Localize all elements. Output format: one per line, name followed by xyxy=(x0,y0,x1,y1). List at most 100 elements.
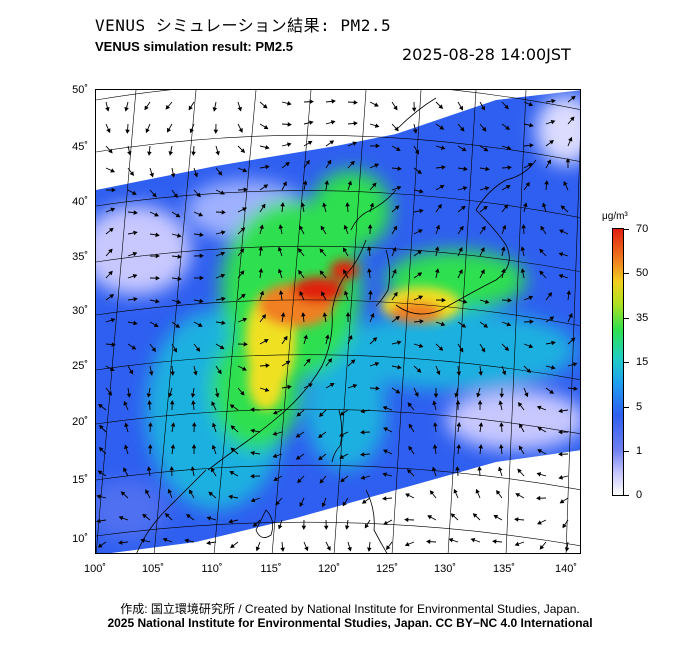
wind-arrow-head xyxy=(133,210,138,215)
title-english: VENUS simulation result: PM2.5 xyxy=(95,39,293,54)
wind-arrows xyxy=(96,95,578,552)
field-red-shanghai xyxy=(292,277,344,303)
lon-label-100: 100˚ xyxy=(83,563,107,575)
wind-arrow-head xyxy=(273,476,279,481)
wind-arrow-head xyxy=(255,546,261,552)
wind-arrow-head xyxy=(198,212,204,217)
wind-arrow-head xyxy=(343,269,348,275)
wind-arrow-head xyxy=(558,451,563,457)
wind-arrow-head xyxy=(309,120,314,125)
wind-arrow-head xyxy=(417,272,423,277)
wind-arrow-head xyxy=(211,444,217,450)
wind-arrow-head xyxy=(347,180,352,186)
wind-arrow-head xyxy=(110,318,116,323)
wind-arrow-head xyxy=(239,248,245,253)
wind-arrow-head xyxy=(272,431,278,436)
wind-arrow-head xyxy=(277,246,283,252)
wind-arrow-head xyxy=(299,291,304,296)
wind-arrow-head xyxy=(348,334,353,340)
lon-label-125: 125˚ xyxy=(375,563,399,575)
wind-arrow-head xyxy=(191,422,197,427)
wind-arrow-head xyxy=(485,166,490,172)
wind-arrow-head xyxy=(98,403,103,409)
wind-arrow-head xyxy=(221,210,226,215)
wind-arrow-head xyxy=(461,147,467,152)
wind-arrow-head xyxy=(350,359,356,364)
wind-arrow-head xyxy=(520,268,526,273)
wind-arrow-head xyxy=(455,466,460,471)
wind-arrow-head xyxy=(484,186,490,191)
wind-arrow-head xyxy=(199,275,204,281)
wind-arrow-head xyxy=(441,165,446,170)
wind-arrow-head xyxy=(374,123,380,128)
wind-arrow-head xyxy=(394,205,400,210)
wind-arrow-head xyxy=(170,173,176,178)
field-cyan-ocean xyxy=(336,310,576,390)
wind-arrow-head xyxy=(125,129,130,134)
wind-arrow-head xyxy=(456,444,461,449)
wind-arrow-head xyxy=(372,337,378,342)
wind-arrow-head xyxy=(438,346,444,351)
wind-arrow-head xyxy=(435,224,441,230)
wind-arrow-head xyxy=(342,501,347,507)
wind-arrow-head xyxy=(105,107,110,112)
wind-arrow-head xyxy=(229,471,235,476)
wind-arrow-head xyxy=(393,291,398,297)
wind-arrow-head xyxy=(461,323,467,328)
wind-arrow-head xyxy=(550,119,556,125)
wind-arrow-head xyxy=(168,151,174,156)
wind-arrow-head xyxy=(353,121,358,126)
wind-arrow-head xyxy=(369,202,374,208)
wind-arrow-head xyxy=(297,478,302,484)
wind-arrow-head xyxy=(506,321,512,327)
wind-arrow-head xyxy=(243,187,248,192)
wind-arrow-head xyxy=(367,268,372,273)
wind-arrow-head xyxy=(407,402,413,408)
wind-arrow-head xyxy=(228,494,233,500)
wind-arrow-head xyxy=(418,229,423,234)
wind-arrow-head xyxy=(419,319,424,324)
wind-arrow-head xyxy=(414,149,419,155)
wind-arrow-head xyxy=(285,162,290,167)
lat-label-50: 50˚ xyxy=(72,84,88,96)
wind-arrow-head xyxy=(304,546,309,552)
wind-arrow-head xyxy=(149,172,154,178)
wind-arrow-head xyxy=(558,429,563,435)
wind-arrow-head xyxy=(408,445,413,451)
wind-arrow-head xyxy=(539,270,544,276)
wind-arrow-head xyxy=(383,427,388,432)
wind-arrow-head xyxy=(272,453,278,458)
wind-arrow-head xyxy=(147,400,152,405)
wind-arrow-head xyxy=(129,369,134,375)
wind-arrow-head xyxy=(461,205,466,211)
wind-arrow-head xyxy=(395,389,401,394)
wind-arrow-head xyxy=(242,366,247,371)
wind-arrow-head xyxy=(352,141,358,146)
wind-arrow-head xyxy=(525,181,530,187)
lat-label-10: 10˚ xyxy=(72,533,88,545)
wind-arrow-head xyxy=(521,224,526,229)
wind-arrow-head xyxy=(120,491,126,496)
wind-arrow-head xyxy=(458,269,463,274)
wind-arrow-head xyxy=(242,317,248,323)
wind-arrow-head xyxy=(551,365,556,370)
wind-arrow-head xyxy=(412,129,418,134)
wind-arrow-head xyxy=(441,297,446,303)
wind-arrow-head xyxy=(361,499,367,504)
wind-arrow-head xyxy=(131,345,137,350)
field-southwest xyxy=(96,480,166,540)
wind-arrow-head xyxy=(237,106,242,112)
lon-label-130: 130˚ xyxy=(433,563,457,575)
wind-arrow-head xyxy=(350,160,355,166)
wind-arrow-head xyxy=(344,290,349,296)
wind-arrow-head xyxy=(517,468,522,474)
colorbar-label-70: 70 xyxy=(636,223,649,235)
wind-arrow-head xyxy=(285,360,291,365)
wind-arrow-head xyxy=(397,166,402,171)
wind-arrow-head xyxy=(558,408,563,414)
wind-arrow-head xyxy=(386,545,391,550)
wind-arrow-head xyxy=(173,193,178,199)
wind-arrow-head xyxy=(110,168,116,173)
wind-arrow-head xyxy=(503,204,509,209)
wind-arrow-head xyxy=(463,166,468,172)
